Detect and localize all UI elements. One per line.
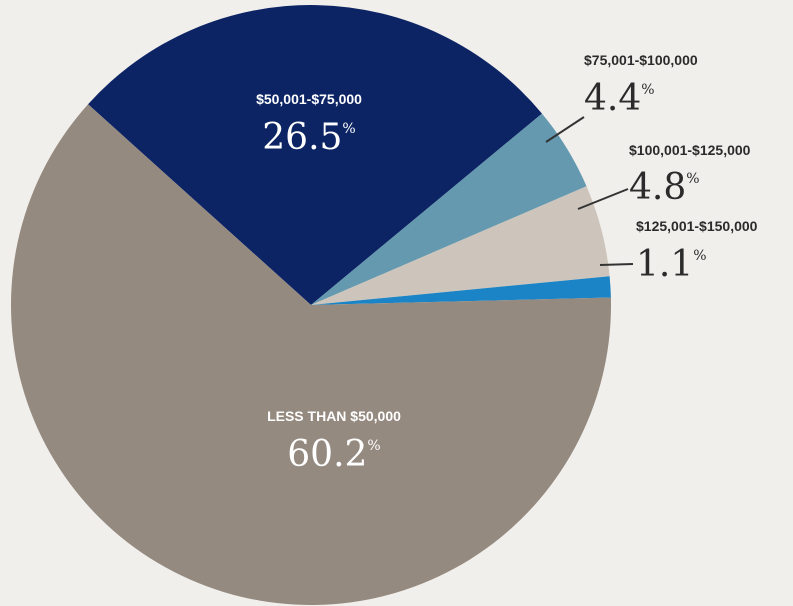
- leader-line-75-001-100-000: [545, 116, 585, 143]
- pie-slices: [11, 5, 611, 605]
- slice-category-label: $50,001-$75,000: [256, 91, 362, 107]
- pie-slice-100-001-125-000: [311, 186, 610, 305]
- slice-value-label: 60.2%: [287, 434, 380, 475]
- slice-value-label: 26.5%: [262, 117, 355, 158]
- slice-value-label: 4.4%: [584, 78, 655, 119]
- slice-value-label: 1.1%: [636, 244, 707, 285]
- leader-line-125-001-150-000: [599, 263, 634, 266]
- slice-category-label: $75,001-$100,000: [584, 52, 698, 68]
- slice-value-label: 4.8%: [629, 167, 700, 208]
- pie-slice-less-than-50-000: [11, 104, 611, 605]
- leader-line-100-001-125-000: [577, 188, 629, 210]
- slice-labels: $50,001-$75,000 26.5% $75,001-$100,000 4.4%…: [256, 52, 758, 475]
- pie-slice-75-001-100-000: [311, 113, 587, 305]
- slice-category-label: LESS THAN $50,000: [267, 408, 401, 424]
- pie-slice-50-001-75-000: [88, 5, 542, 306]
- pie-slice-125-001-150-000: [311, 276, 611, 305]
- leader-lines: [545, 116, 634, 266]
- slice-category-label: $125,001-$150,000: [636, 218, 758, 234]
- slice-category-label: $100,001-$125,000: [629, 142, 751, 158]
